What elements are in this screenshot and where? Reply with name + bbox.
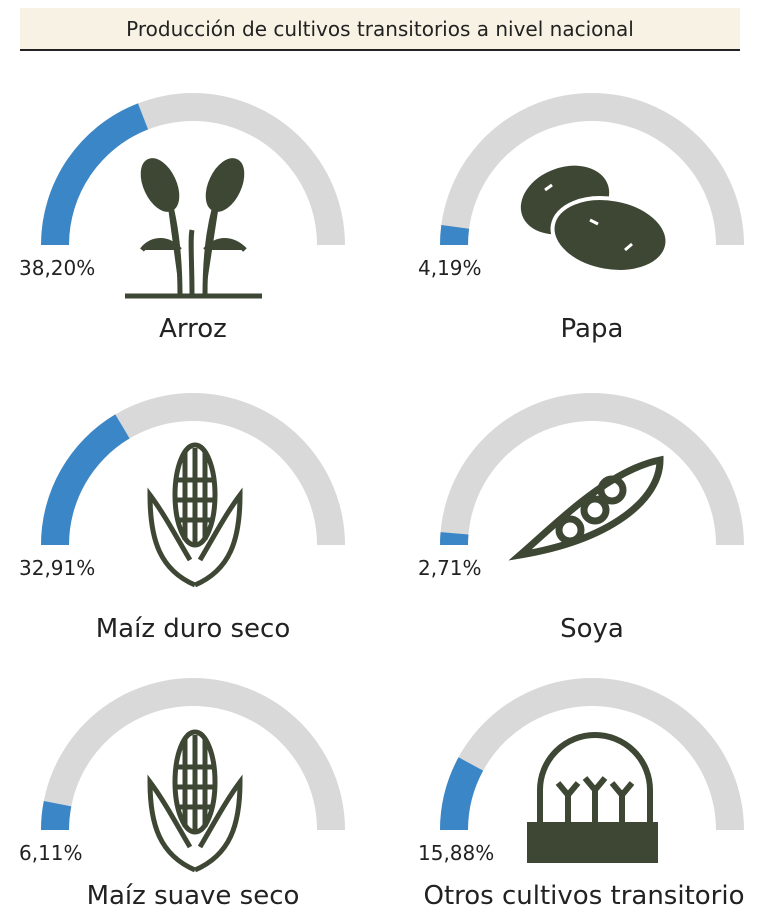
category-label: Soya [560, 614, 624, 644]
category-label: Papa [561, 314, 624, 344]
corn-icon-2 [147, 729, 243, 873]
rice-icon [125, 158, 262, 299]
gauge-track [440, 678, 744, 830]
gauge-track [41, 678, 345, 830]
value-label: 38,20% [19, 256, 95, 280]
category-label: Arroz [159, 314, 227, 344]
value-label: 4,19% [418, 256, 482, 280]
potato-icon [520, 165, 670, 274]
value-label: 32,91% [19, 556, 95, 580]
sprout-icon [527, 732, 658, 863]
value-label: 15,88% [418, 841, 494, 865]
gauge-bar [41, 801, 72, 830]
gauge-bar [440, 225, 470, 245]
gauge-track [440, 393, 744, 545]
value-label: 6,11% [19, 841, 83, 865]
corn-icon [147, 442, 243, 588]
category-label: Maíz duro seco [96, 614, 291, 644]
gauge-bar [440, 757, 484, 830]
category-label: Otros cultivos transitorio [423, 881, 744, 911]
gauge-track [440, 93, 744, 245]
title-box [20, 8, 740, 50]
gauge-bar [440, 532, 469, 545]
gauge-bar [41, 103, 149, 245]
value-label: 2,71% [418, 556, 482, 580]
gauge-bar [41, 414, 130, 545]
category-label: Maíz suave seco [87, 881, 300, 911]
pod-icon [508, 455, 664, 561]
chart-title: Producción de cultivos transitorios a ni… [126, 17, 634, 41]
